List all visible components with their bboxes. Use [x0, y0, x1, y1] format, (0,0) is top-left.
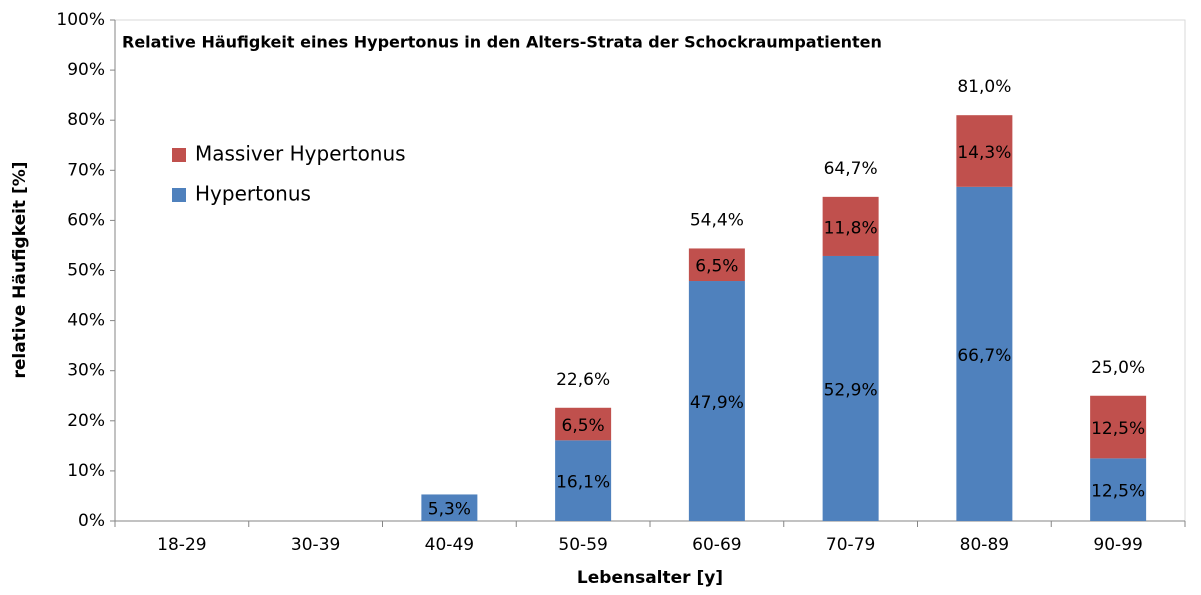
value-label: 5,3% [428, 500, 471, 520]
value-label: 6,5% [562, 416, 605, 436]
value-label: 14,3% [957, 143, 1011, 163]
plot-frame [114, 19, 1186, 522]
bar-segment [822, 255, 879, 521]
value-label: 11,8% [824, 218, 878, 238]
legend-label: Massiver Hypertonus [195, 142, 406, 166]
y-tick-label: 40% [67, 311, 105, 331]
chart-title: Relative Häufigkeit eines Hypertonus in … [122, 33, 882, 52]
bar-segment [1090, 458, 1147, 521]
bar-segment [555, 440, 612, 521]
y-tick-label: 80% [67, 110, 105, 130]
bar-segment [688, 281, 745, 521]
bar-segment [421, 494, 478, 521]
y-tick-label: 0% [78, 511, 105, 531]
bar-segment [555, 407, 612, 441]
total-label: 64,7% [824, 159, 878, 179]
legend-swatch [172, 188, 186, 202]
bar-segment [688, 248, 745, 282]
legend-label: Hypertonus [195, 182, 311, 206]
y-tick-label: 20% [67, 411, 105, 431]
value-label: 47,9% [690, 393, 744, 413]
x-tick-label: 18-29 [157, 535, 206, 555]
value-label: 12,5% [1091, 419, 1145, 439]
y-tick-label: 10% [67, 461, 105, 481]
x-tick-label: 60-69 [692, 535, 741, 555]
total-label: 54,4% [690, 210, 744, 230]
y-tick-label: 60% [67, 210, 105, 230]
legend-swatch [172, 148, 186, 162]
bar-segment [1090, 395, 1147, 459]
x-tick-label: 70-79 [826, 535, 875, 555]
y-tick-label: 90% [67, 60, 105, 80]
x-tick-label: 30-39 [291, 535, 340, 555]
bar-segment [956, 186, 1013, 521]
x-axis-label: Lebensalter [y] [577, 568, 723, 588]
value-label: 12,5% [1091, 482, 1145, 502]
x-tick-label: 40-49 [425, 535, 474, 555]
value-label: 6,5% [695, 257, 738, 277]
value-label: 52,9% [824, 380, 878, 400]
y-tick-label: 30% [67, 361, 105, 381]
bar-segment [822, 196, 879, 256]
total-label: 25,0% [1091, 358, 1145, 378]
y-tick-label: 70% [67, 160, 105, 180]
y-axis-label: relative Häufigkeit [%] [10, 161, 30, 378]
x-tick-label: 90-99 [1093, 535, 1142, 555]
total-label: 81,0% [957, 77, 1011, 97]
y-tick-label: 100% [56, 10, 105, 30]
x-tick-label: 50-59 [558, 535, 607, 555]
total-label: 22,6% [556, 370, 610, 390]
y-tick-label: 50% [67, 261, 105, 281]
x-tick-label: 80-89 [960, 535, 1009, 555]
bar-segment [956, 115, 1013, 187]
value-label: 16,1% [556, 473, 610, 493]
value-label: 66,7% [957, 346, 1011, 366]
